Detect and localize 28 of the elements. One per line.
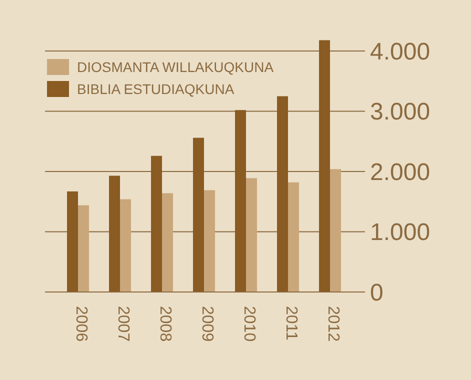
- x-tick-label: 2006: [72, 306, 90, 342]
- bar: [109, 176, 120, 292]
- bar: [67, 191, 78, 292]
- bar: [162, 193, 173, 292]
- y-tick-label: 0: [370, 279, 384, 306]
- x-tick-label: 2007: [114, 306, 132, 342]
- y-tick-label: 4.000: [370, 38, 430, 66]
- y-tick-label: 3.000: [370, 98, 430, 126]
- y-tick-label: 2.000: [370, 158, 430, 186]
- bar: [193, 138, 204, 292]
- bar: [78, 205, 89, 292]
- bar: [151, 156, 162, 292]
- x-tick-label: 2009: [198, 306, 216, 342]
- bar: [235, 110, 246, 292]
- bar: [319, 40, 330, 292]
- bar: [277, 96, 288, 292]
- bar: [288, 182, 299, 292]
- x-tick-label: 2010: [240, 306, 258, 342]
- bar: [204, 190, 215, 292]
- x-tick-label: 2008: [156, 306, 174, 342]
- y-tick-label: 1.000: [370, 219, 430, 246]
- x-tick-label: 2011: [282, 306, 300, 341]
- legend-label: DIOSMANTA WILLAKUQKUNA: [77, 58, 274, 75]
- bar: [246, 178, 257, 292]
- bar: [120, 199, 131, 292]
- x-tick-label: 2012: [324, 306, 342, 342]
- bar: [330, 169, 341, 292]
- legend-label: BIBLIA ESTUDIAQKUNA: [77, 80, 235, 97]
